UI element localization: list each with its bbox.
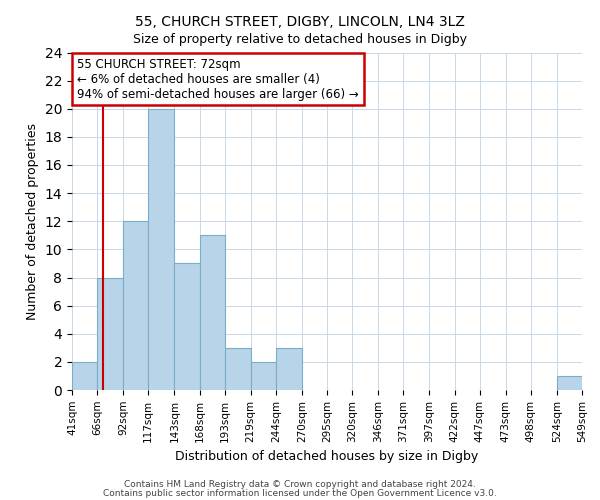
Bar: [557, 376, 582, 390]
Bar: [251, 362, 276, 390]
Text: 55 CHURCH STREET: 72sqm
← 6% of detached houses are smaller (4)
94% of semi-deta: 55 CHURCH STREET: 72sqm ← 6% of detached…: [77, 58, 359, 100]
X-axis label: Distribution of detached houses by size in Digby: Distribution of detached houses by size …: [175, 450, 479, 463]
Text: Size of property relative to detached houses in Digby: Size of property relative to detached ho…: [133, 32, 467, 46]
Bar: [148, 109, 175, 390]
Bar: [276, 348, 302, 390]
Bar: [72, 362, 97, 390]
Bar: [97, 278, 123, 390]
Text: Contains HM Land Registry data © Crown copyright and database right 2024.: Contains HM Land Registry data © Crown c…: [124, 480, 476, 489]
Text: Contains public sector information licensed under the Open Government Licence v3: Contains public sector information licen…: [103, 489, 497, 498]
Bar: [175, 264, 199, 390]
Text: 55, CHURCH STREET, DIGBY, LINCOLN, LN4 3LZ: 55, CHURCH STREET, DIGBY, LINCOLN, LN4 3…: [135, 15, 465, 29]
Bar: [123, 221, 148, 390]
Bar: [199, 236, 224, 390]
Y-axis label: Number of detached properties: Number of detached properties: [26, 122, 39, 320]
Bar: [224, 348, 251, 390]
